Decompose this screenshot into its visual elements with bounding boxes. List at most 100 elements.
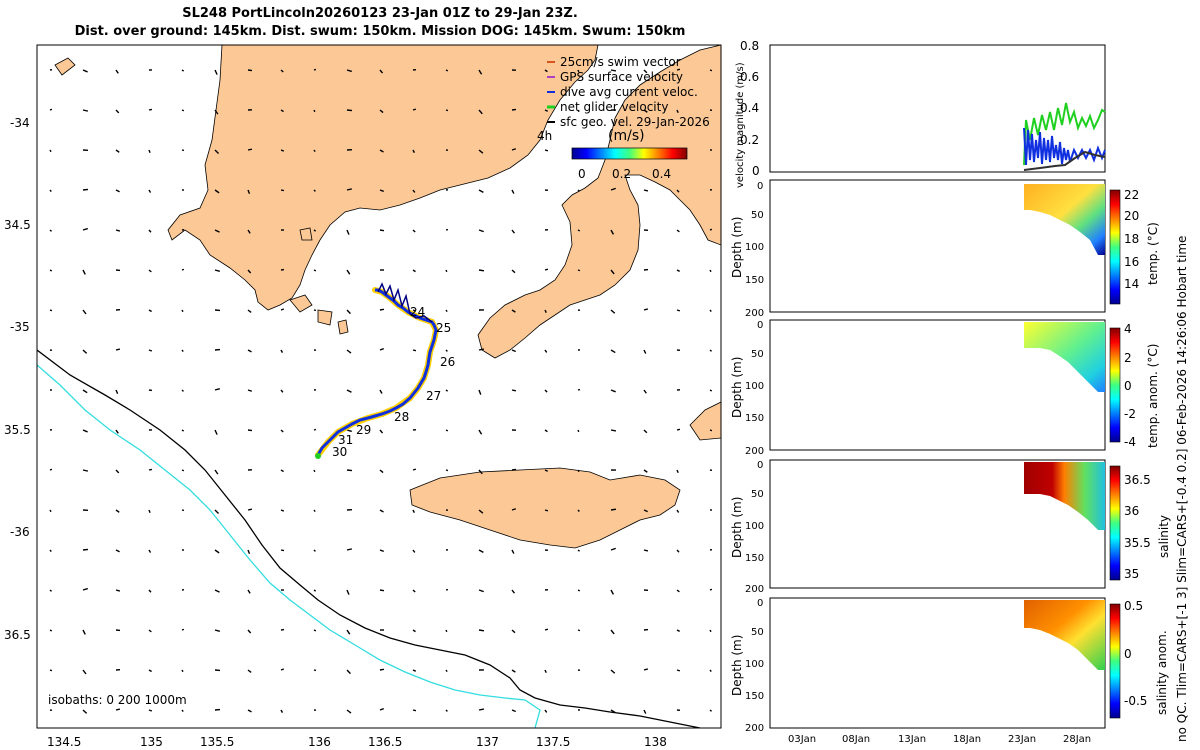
surface-velocity-arrow <box>544 309 547 314</box>
surface-velocity-arrow <box>511 189 515 194</box>
surface-velocity-arrow <box>643 469 648 473</box>
surface-velocity-arrow <box>478 109 483 115</box>
surface-velocity-arrow <box>280 549 285 552</box>
temp-depth-200: 200 <box>745 308 764 319</box>
surface-velocity-arrow <box>346 309 351 315</box>
surface-velocity-arrow <box>544 349 548 353</box>
surface-velocity-arrow <box>511 269 516 274</box>
surface-velocity-arrow <box>49 549 52 552</box>
surface-velocity-arrow <box>544 149 549 152</box>
surface-velocity-arrow <box>379 69 384 74</box>
surface-velocity-arrow <box>148 309 152 313</box>
surface-velocity-arrow <box>82 469 89 472</box>
surface-velocity-arrow <box>544 268 549 271</box>
surface-velocity-arrow <box>676 509 680 513</box>
surface-velocity-arrow <box>115 708 121 711</box>
surface-velocity-arrow <box>214 388 221 391</box>
temp-cbar-tick-22: 22 <box>1124 188 1139 202</box>
surface-velocity-arrow <box>610 508 617 511</box>
surface-velocity-arrow <box>478 69 483 75</box>
x-tick-18jan: 18Jan <box>953 734 981 745</box>
surface-velocity-arrow <box>148 229 152 233</box>
surface-velocity-arrow <box>313 229 317 232</box>
temp-cbar-tick-18: 18 <box>1124 232 1139 246</box>
surface-velocity-arrow <box>577 429 580 433</box>
surface-velocity-arrow <box>412 549 416 553</box>
surface-velocity-arrow <box>445 709 448 712</box>
surface-velocity-arrow <box>148 629 152 633</box>
surface-velocity-arrow <box>313 589 317 592</box>
surface-velocity-arrow <box>577 189 581 192</box>
surface-velocity-arrow <box>115 348 121 351</box>
side-note: no QC. Tlim=CARS+[-1 3] Slim=CARS+[-0.4 … <box>1175 236 1189 742</box>
sal-cbar-tick-36-5: 36.5 <box>1124 473 1151 487</box>
surface-velocity-arrow <box>478 149 484 154</box>
surface-velocity-arrow <box>82 349 88 354</box>
sal-anom-panel: 0.5 0 -0.5 salinity anom. Depth (m) 0 50… <box>730 597 1169 734</box>
day-label-26: 26 <box>440 355 455 369</box>
surface-velocity-arrow <box>280 668 285 671</box>
surface-velocity-arrow <box>49 229 52 232</box>
surface-velocity-arrow <box>643 509 648 513</box>
glider-track <box>316 288 438 456</box>
surface-velocity-arrow <box>115 469 120 474</box>
surface-velocity-arrow <box>511 389 517 392</box>
y-tick-35-5: 35.5 <box>4 423 31 437</box>
temp-depth-0: 0 <box>757 181 763 192</box>
surface-velocity-arrow <box>511 309 516 313</box>
surface-velocity-arrow <box>181 469 185 472</box>
x-tick-03jan: 03Jan <box>788 734 816 745</box>
surface-velocity-arrow <box>247 549 251 554</box>
surface-velocity-arrow <box>247 269 252 274</box>
surface-velocity-arrow <box>676 549 680 553</box>
velocity-dive-line <box>1023 127 1106 166</box>
salinity-section <box>1024 462 1105 530</box>
surface-velocity-arrow <box>676 229 680 233</box>
surface-velocity-arrow <box>115 229 121 232</box>
surface-velocity-arrow <box>544 628 549 631</box>
surface-velocity-arrow <box>610 69 617 72</box>
surface-velocity-arrow <box>346 229 350 235</box>
surface-velocity-arrow <box>313 428 317 431</box>
surface-velocity-arrows <box>49 68 713 714</box>
surface-velocity-arrow <box>346 349 352 354</box>
surface-velocity-arrow <box>511 108 517 111</box>
surface-velocity-arrow <box>280 69 284 73</box>
sal-depth-100: 100 <box>745 521 764 532</box>
surface-velocity-arrow <box>313 509 316 513</box>
land-eyre-peninsula <box>167 45 599 311</box>
surface-velocity-arrow <box>379 668 385 671</box>
x-tick-23jan: 23Jan <box>1008 734 1036 745</box>
surface-velocity-arrow <box>247 189 251 194</box>
surface-velocity-arrow <box>379 389 383 394</box>
surface-velocity-arrow <box>676 309 681 312</box>
surface-velocity-arrow <box>709 429 713 432</box>
sal-anom-axes <box>769 597 1106 729</box>
surface-velocity-arrow <box>49 189 52 192</box>
surface-velocity-arrow <box>445 469 449 472</box>
surface-velocity-arrow <box>181 349 184 353</box>
surface-velocity-arrow <box>709 309 712 312</box>
temp-anom-ylabel: Depth (m) <box>730 357 744 418</box>
surface-velocity-arrow <box>511 709 516 713</box>
surface-velocity-arrow <box>82 548 89 551</box>
temp-depth-100: 100 <box>745 242 764 253</box>
surface-velocity-arrow <box>577 229 581 232</box>
surface-velocity-arrow <box>577 589 581 592</box>
surface-velocity-arrow <box>577 549 581 552</box>
surface-velocity-arrow <box>412 189 416 193</box>
temp-depth-150: 150 <box>745 275 764 286</box>
surface-velocity-arrow <box>49 149 52 153</box>
surface-velocity-arrow <box>544 669 547 674</box>
surface-velocity-arrow <box>346 429 352 433</box>
surface-velocity-arrow <box>610 589 615 595</box>
surface-velocity-arrow <box>544 389 548 393</box>
y-tick-36-5: 36.5 <box>4 628 31 642</box>
surface-velocity-arrow <box>676 68 681 71</box>
surface-velocity-arrow <box>313 109 316 113</box>
day-label-28: 28 <box>394 410 409 424</box>
surface-velocity-arrow <box>544 69 548 73</box>
surface-velocity-arrow <box>478 549 484 554</box>
surface-velocity-arrow <box>148 189 152 193</box>
surface-velocity-arrow <box>214 189 220 194</box>
